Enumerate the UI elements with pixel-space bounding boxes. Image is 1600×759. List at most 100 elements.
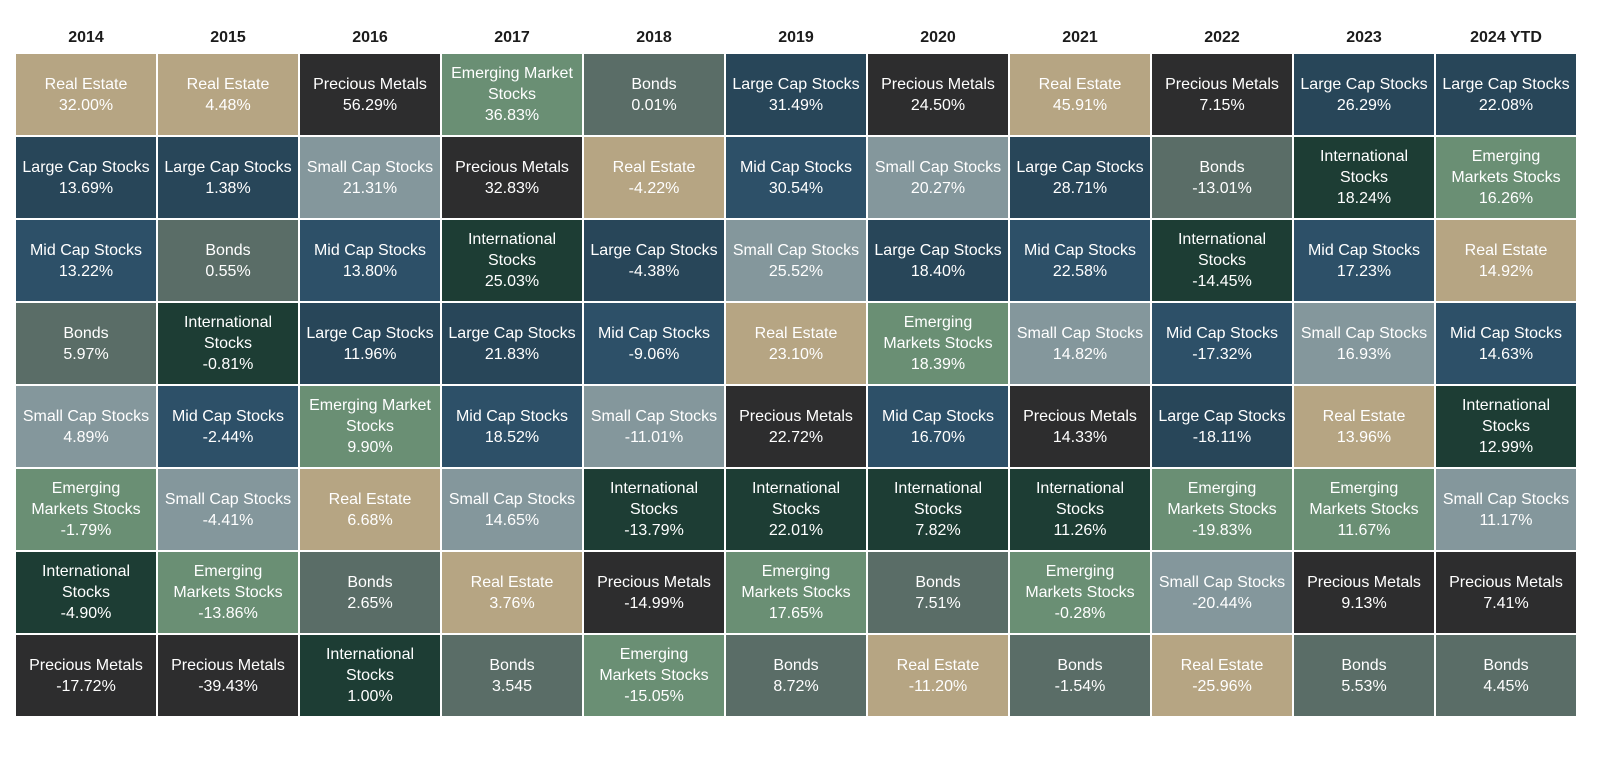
- return-cell: International Stocks 7.82%: [868, 469, 1008, 550]
- return-cell: Precious Metals 22.72%: [726, 386, 866, 467]
- return-cell: Large Cap Stocks -4.38%: [584, 220, 724, 301]
- year-header: 2024 YTD: [1470, 29, 1542, 46]
- return-cell: International Stocks 18.24%: [1294, 137, 1434, 218]
- return-value: 21.83%: [484, 345, 540, 363]
- return-cell: Small Cap Stocks -20.44%: [1152, 552, 1292, 633]
- asset-class-label: Small Cap Stocks: [1300, 324, 1428, 342]
- returns-grid: Real Estate 32.00% Real Estate 4.48% Preciou…: [16, 54, 1576, 716]
- asset-class-label: Large Cap Stocks: [22, 158, 150, 176]
- asset-class-label: Mid Cap Stocks: [739, 158, 853, 176]
- asset-class-label: Small Cap Stocks: [1442, 490, 1570, 508]
- asset-class-label: Large Cap Stocks: [164, 158, 292, 176]
- return-value: 17.23%: [1336, 262, 1392, 280]
- return-cell: International Stocks 12.99%: [1436, 386, 1576, 467]
- year-header: 2022: [1204, 29, 1240, 46]
- asset-class-label: Emerging Market Stocks: [309, 397, 431, 435]
- return-cell: Precious Metals 56.29%: [300, 54, 440, 135]
- asset-class-label: Mid Cap Stocks: [455, 407, 569, 425]
- asset-class-label: Emerging Markets Stocks: [1451, 148, 1561, 186]
- return-value: 8.72%: [773, 677, 819, 695]
- return-cell: Small Cap Stocks 20.27%: [868, 137, 1008, 218]
- asset-class-label: Large Cap Stocks: [590, 241, 718, 259]
- year-header: 2019: [778, 29, 814, 46]
- return-value: -4.90%: [60, 605, 112, 622]
- asset-class-label: Mid Cap Stocks: [1307, 241, 1421, 259]
- return-cell: Precious Metals -17.72%: [16, 635, 156, 716]
- asset-class-label: Precious Metals: [1165, 75, 1279, 93]
- return-value: 4.48%: [205, 96, 251, 114]
- return-value: 13.96%: [1336, 428, 1392, 446]
- asset-class-label: Small Cap Stocks: [448, 490, 576, 508]
- return-value: 13.69%: [58, 179, 114, 197]
- return-cell: Large Cap Stocks 18.40%: [868, 220, 1008, 301]
- return-value: 7.15%: [1199, 96, 1245, 114]
- return-cell: Bonds 2.65%: [300, 552, 440, 633]
- return-cell: Mid Cap Stocks -2.44%: [158, 386, 298, 467]
- asset-class-label: Emerging Markets Stocks: [173, 563, 283, 601]
- return-value: 18.40%: [910, 262, 966, 280]
- rank-row: International Stocks -4.90% Emerging Marke…: [16, 552, 1576, 633]
- asset-class-label: Large Cap Stocks: [732, 75, 860, 93]
- rank-row: Precious Metals -17.72% Precious Metals -39…: [16, 635, 1576, 716]
- return-cell: Real Estate 6.68%: [300, 469, 440, 550]
- return-value: 7.82%: [915, 522, 961, 539]
- return-value: 30.54%: [768, 179, 824, 197]
- return-value: 26.29%: [1336, 96, 1392, 114]
- asset-class-label: Emerging Market Stocks: [451, 65, 573, 103]
- asset-class-label: Emerging Markets Stocks: [1025, 563, 1135, 601]
- return-value: -11.01%: [624, 428, 684, 446]
- return-cell: Precious Metals -39.43%: [158, 635, 298, 716]
- return-cell: Real Estate 14.92%: [1436, 220, 1576, 301]
- asset-class-label: International Stocks: [183, 314, 273, 352]
- asset-class-label: Small Cap Stocks: [874, 158, 1002, 176]
- return-cell: Large Cap Stocks 26.29%: [1294, 54, 1434, 135]
- return-cell: Precious Metals 32.83%: [442, 137, 582, 218]
- asset-class-label: Emerging Markets Stocks: [1167, 480, 1277, 518]
- return-value: 16.26%: [1478, 190, 1534, 207]
- return-cell: Bonds 0.01%: [584, 54, 724, 135]
- return-cell: Small Cap Stocks 14.82%: [1010, 303, 1150, 384]
- return-value: 9.90%: [347, 439, 393, 456]
- return-cell: Small Cap Stocks 16.93%: [1294, 303, 1434, 384]
- return-cell: Bonds -1.54%: [1010, 635, 1150, 716]
- asset-class-label: Bonds: [489, 656, 535, 674]
- return-value: 14.82%: [1052, 345, 1108, 363]
- return-value: -0.81%: [202, 356, 254, 373]
- asset-class-label: Emerging Markets Stocks: [599, 646, 709, 684]
- asset-class-label: Small Cap Stocks: [732, 241, 860, 259]
- return-cell: International Stocks -13.79%: [584, 469, 724, 550]
- return-value: -11.20%: [908, 677, 968, 695]
- year-header: 2023: [1346, 29, 1382, 46]
- return-cell: Emerging Markets Stocks -13.86%: [158, 552, 298, 633]
- year-header: 2020: [920, 29, 956, 46]
- return-value: 18.39%: [910, 356, 966, 373]
- asset-class-label: Mid Cap Stocks: [1023, 241, 1137, 259]
- return-value: -14.99%: [624, 594, 684, 612]
- asset-class-label: Precious Metals: [881, 75, 995, 93]
- return-cell: Small Cap Stocks 14.65%: [442, 469, 582, 550]
- asset-class-label: Large Cap Stocks: [1442, 75, 1570, 93]
- return-value: 18.24%: [1336, 190, 1392, 207]
- return-value: 4.89%: [63, 428, 109, 446]
- return-cell: Emerging Markets Stocks -15.05%: [584, 635, 724, 716]
- asset-class-label: Bonds: [63, 324, 109, 342]
- return-value: -17.72%: [56, 677, 116, 695]
- return-value: 21.31%: [342, 179, 398, 197]
- return-cell: Real Estate -11.20%: [868, 635, 1008, 716]
- asset-class-label: Bonds: [915, 573, 961, 591]
- return-cell: Large Cap Stocks 31.49%: [726, 54, 866, 135]
- asset-class-label: Precious Metals: [313, 75, 427, 93]
- return-value: -14.45%: [1192, 273, 1252, 290]
- return-value: 28.71%: [1052, 179, 1108, 197]
- asset-class-label: International Stocks: [1035, 480, 1125, 518]
- return-cell: Bonds -13.01%: [1152, 137, 1292, 218]
- return-cell: Emerging Markets Stocks -0.28%: [1010, 552, 1150, 633]
- asset-class-label: Mid Cap Stocks: [171, 407, 285, 425]
- asset-class-label: International Stocks: [41, 563, 131, 601]
- return-cell: Emerging Markets Stocks 16.26%: [1436, 137, 1576, 218]
- asset-class-label: Mid Cap Stocks: [313, 241, 427, 259]
- return-value: 20.27%: [910, 179, 966, 197]
- return-value: 13.80%: [342, 262, 398, 280]
- return-cell: Mid Cap Stocks 16.70%: [868, 386, 1008, 467]
- return-value: -17.32%: [1192, 345, 1252, 363]
